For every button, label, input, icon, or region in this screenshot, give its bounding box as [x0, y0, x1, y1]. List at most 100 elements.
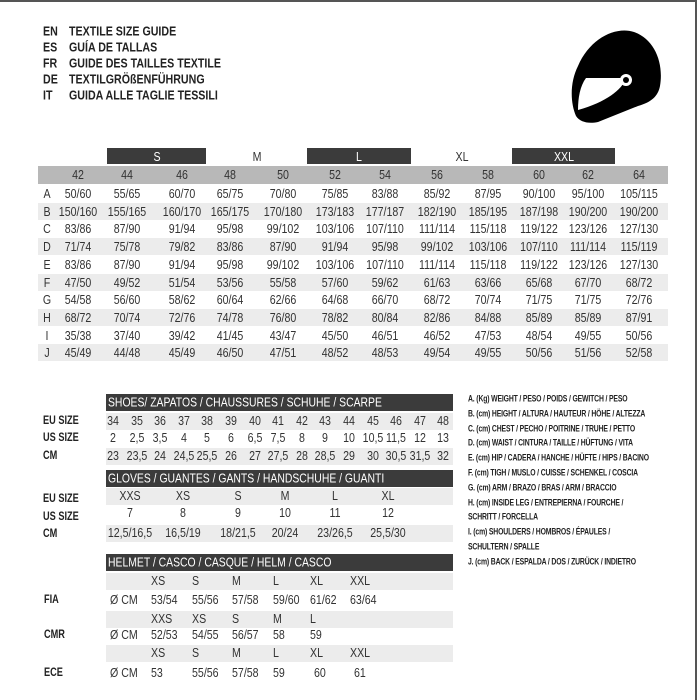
table-cell: 60/70: [168, 187, 196, 201]
shoes-cell: 4: [180, 431, 187, 445]
size-header: 50: [277, 168, 289, 182]
legend-item: SCHULTERN / SPALLE: [468, 541, 540, 553]
shoes-cell: 32: [437, 449, 450, 463]
shoes-cell: 25,5: [197, 449, 218, 463]
table-cell: 91/94: [168, 257, 196, 272]
gloves-cell: 7: [127, 506, 133, 520]
size-header: 48: [224, 168, 236, 182]
shoes-cell: 42: [295, 414, 308, 428]
table-cell: 49/52: [113, 275, 141, 290]
table-cell: 74/78: [216, 310, 244, 325]
table-cell: 67/70: [574, 275, 602, 290]
table-cell: 119/122: [520, 257, 558, 272]
helmet-value: 53: [151, 666, 163, 680]
table-cell: 46/52: [423, 328, 451, 343]
table-cell: 79/82: [168, 240, 196, 255]
table-cell: 160/170: [162, 204, 202, 219]
table-cell: 87/90: [269, 240, 297, 255]
table-cell: 75/85: [321, 187, 349, 201]
shoes-cell: 27: [248, 449, 261, 463]
table-cell: 71/74: [64, 240, 92, 255]
size-group-label: XXL: [553, 150, 574, 164]
table-cell: 68/72: [625, 275, 653, 290]
table-cell: 45/49: [168, 346, 196, 361]
table-cell: 35/38: [64, 328, 92, 343]
shoes-cell: 23,5: [126, 449, 147, 463]
helmet-value: 59/60: [273, 593, 300, 607]
helmet-title: HELMET / CASCO / CASQUE / HELM / CASCO: [108, 554, 332, 570]
gloves-cell: 12: [382, 506, 394, 520]
gloves-cell: M: [280, 489, 290, 503]
gloves-row-label: US SIZE: [43, 511, 79, 523]
helmet-value: 54/55: [192, 628, 219, 642]
size-header: 64: [633, 168, 645, 182]
table-cell: 85/92: [423, 187, 451, 201]
shoes-cell: 45: [366, 414, 379, 428]
shoes-cell: 40: [248, 414, 261, 428]
table-cell: 103/106: [315, 257, 355, 272]
table-cell: 59/62: [371, 275, 399, 290]
table-cell: 45/50: [321, 328, 349, 343]
table-cell: 103/106: [468, 240, 508, 255]
table-cell: 50/56: [525, 346, 553, 361]
shoes-cell: 6: [228, 431, 234, 445]
helmet-value: 57/58: [232, 666, 259, 680]
legend-item: B. (cm) HEIGHT / ALTURA / HAUTEUR / HÖHE…: [468, 408, 646, 420]
table-cell: 58/62: [168, 293, 196, 308]
table-cell: 185/195: [468, 204, 508, 219]
shoes-cell: 3,5: [152, 431, 168, 445]
table-cell: 127/130: [619, 257, 659, 272]
title-text: TEXTILE SIZE GUIDE: [69, 23, 177, 39]
table-cell: 107/110: [366, 257, 404, 272]
legend-item: I. (cm) SHOULDERS / HOMBROS / ÉPAULES /: [468, 526, 611, 538]
table-cell: 53/56: [216, 275, 244, 290]
gloves-cell: 25,5/30: [370, 526, 406, 540]
shoes-cell: 9: [322, 431, 329, 445]
shoes-cell: 2,5: [129, 431, 144, 445]
table-cell: 46/50: [216, 346, 244, 361]
table-cell: 82/86: [423, 310, 451, 325]
gloves-row-label: EU SIZE: [43, 493, 79, 505]
table-cell: 47/51: [269, 346, 297, 361]
table-cell: 65/68: [525, 275, 553, 290]
shoes-cell: 28,5: [315, 449, 336, 463]
table-cell: 115/118: [469, 222, 507, 237]
table-cell: 51/54: [168, 275, 196, 290]
legend-item: G. (cm) ARM / BRAZO / BRAS / ARM / BRACC…: [468, 482, 617, 494]
table-cell: 54/58: [64, 293, 92, 308]
title-lang-code: IT: [43, 87, 53, 103]
row-key: B: [43, 204, 51, 219]
shoes-cell: 48: [437, 414, 450, 428]
table-cell: 68/72: [423, 293, 451, 308]
shoes-cell: 27,5: [267, 449, 289, 463]
helmet-size: L: [310, 612, 316, 626]
helmet-standard-label: ECE: [44, 667, 63, 679]
row-key: G: [42, 293, 52, 308]
table-cell: 173/183: [315, 204, 355, 219]
title-text: TEXTILGRÖßENFÜHRUNG: [69, 71, 205, 87]
table-cell: 155/165: [107, 204, 147, 219]
table-cell: 83/88: [371, 187, 399, 201]
row-key: H: [43, 310, 51, 325]
helmet-size: M: [273, 612, 282, 626]
table-cell: 85/89: [525, 310, 553, 325]
shoes-row-stripe: [106, 413, 453, 430]
table-cell: 119/122: [520, 222, 558, 237]
table-cell: 50/56: [625, 328, 653, 343]
table-cell: 65/75: [216, 187, 244, 201]
shoes-cell: 12: [413, 431, 426, 445]
size-header: 46: [176, 168, 188, 182]
helmet-value: 53/54: [151, 593, 178, 607]
helmet-size-stripe: [106, 573, 453, 590]
table-cell: 95/100: [571, 187, 605, 201]
table-cell: 83/86: [64, 222, 92, 237]
table-cell: 83/86: [216, 240, 244, 255]
shoes-cell: 35: [130, 414, 143, 428]
shoes-cell: 43: [319, 414, 332, 428]
shoes-cell: 11,5: [386, 431, 407, 445]
gloves-cell: 10: [279, 506, 291, 520]
table-cell: 115/119: [620, 240, 658, 255]
table-cell: 99/102: [266, 222, 300, 237]
table-cell: 71/75: [574, 293, 602, 308]
row-key: A: [43, 187, 51, 201]
